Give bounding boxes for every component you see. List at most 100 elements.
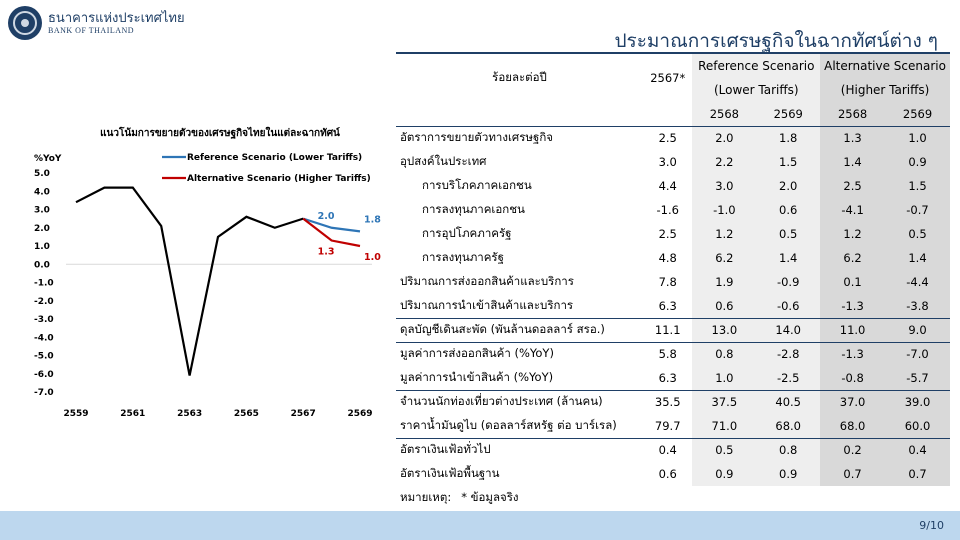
value-ref-2569: 0.6 [756,198,821,222]
value-alt-2569: -5.7 [885,366,950,390]
value-ref-2569: -0.6 [756,294,821,318]
logo-english-text: BANK OF THAILAND [48,26,135,35]
table-header-row-2: (Lower Tariffs) (Higher Tariffs) [396,78,950,102]
y-axis-label: %YoY [34,154,62,164]
chart-title: แนวโน้มการขยายตัวของเศรษฐกิจไทยในแต่ละฉา… [100,128,340,139]
value-ref-2568: 0.9 [692,462,757,486]
row-label: การลงทุนภาครัฐ [422,250,504,264]
note-text: * ข้อมูลจริง [461,490,519,504]
row-label: อุปสงค์ในประเทศ [400,154,487,168]
table-row: ราคาน้ำมันดูไบ (ดอลลาร์สหรัฐ ต่อ บาร์เรล… [396,414,950,438]
value-alt-2569: -3.8 [885,294,950,318]
value-alt-2568: 1.3 [820,125,886,150]
row-label: ปริมาณการนำเข้าสินค้าและบริการ [400,297,574,312]
y-tick-label: -1.0 [34,279,54,289]
table-row: อัตราเงินเฟ้อทั่วไป 0.4 0.5 0.8 0.2 0.4 [396,437,950,462]
value-2567: 3.0 [658,155,677,169]
x-tick-label: 2569 [347,409,372,419]
value-2567: 6.3 [658,298,677,313]
table-header-row-3: 2568 2569 2568 2569 [396,102,950,126]
ref-year-2569: 2569 [756,102,821,126]
growth-chart: %YoY 5.0 4.0 3.0 2.0 1.0 0.0 -1.0 -2.0 -3.0 -4.0 -5… [34,153,381,419]
table-row: การบริโภคภาคเอกชน 4.4 3.0 2.0 2.5 1.5 [396,174,950,198]
page-title: ประมาณการเศรษฐกิจในฉากทัศน์ต่าง ๆ [614,30,938,52]
value-ref-2569: 2.0 [756,174,821,198]
row-header-label: ร้อยละต่อปี [492,70,547,84]
x-tick-label: 2559 [63,409,88,419]
value-ref-2569: 1.8 [756,125,821,150]
table-row: อัตราการขยายตัวทางเศรษฐกิจ 2.5 2.0 1.8 1.3 1.… [396,125,950,150]
alt-year-2569: 2569 [885,102,950,126]
value-alt-2569: -4.4 [885,270,950,294]
y-tick-label: -6.0 [34,370,54,380]
value-2567: -1.6 [656,203,679,217]
value-alt-2569: 0.7 [885,462,950,486]
value-2567: 4.8 [658,251,677,265]
alt-scenario-subheader: (Higher Tariffs) [820,78,950,102]
data-label: 1.3 [318,247,335,258]
value-alt-2568: 1.4 [820,150,886,174]
value-alt-2568: 0.2 [820,437,886,462]
x-tick-label: 2565 [234,409,259,419]
table-row: การลงทุนภาครัฐ 4.8 6.2 1.4 6.2 1.4 [396,246,950,270]
y-tick-label: 1.0 [34,242,50,252]
value-alt-2569: 1.4 [885,246,950,270]
value-ref-2568: 37.5 [692,389,757,414]
value-2567: 6.3 [658,370,677,385]
table-row: อัตราเงินเฟ้อพื้นฐาน 0.6 0.9 0.9 0.7 0.7 [396,462,950,486]
value-alt-2568: 11.0 [820,317,886,342]
value-alt-2569: -7.0 [885,341,950,366]
value-alt-2569: 1.5 [885,174,950,198]
y-tick-label: -7.0 [34,388,54,398]
value-alt-2569: 0.9 [885,150,950,174]
alternative-series-line [302,217,361,248]
value-alt-2569: 1.0 [885,125,950,150]
value-alt-2569: 39.0 [885,389,950,414]
alt-year-2568: 2568 [820,102,886,126]
value-ref-2569: 0.8 [756,437,821,462]
value-ref-2568: 0.8 [692,341,757,366]
row-label: ดุลบัญชีเดินสะพัด (พันล้านดอลลาร์ สรอ.) [396,317,644,342]
table-row: มูลค่าการนำเข้าสินค้า (%YoY) 6.3 1.0 -2.5 -0… [396,366,950,390]
alt-scenario-header: Alternative Scenario [820,54,950,78]
value-alt-2569: 0.5 [885,222,950,246]
table-row: อุปสงค์ในประเทศ 3.0 2.2 1.5 1.4 0.9 [396,150,950,174]
value-alt-2568: -1.3 [820,341,886,366]
value-2567: 35.5 [643,389,693,414]
value-2567: 0.6 [658,467,677,481]
row-label: มูลค่าการส่งออกสินค้า (%YoY) [396,341,644,366]
value-ref-2569: 1.5 [756,150,821,174]
value-ref-2568: 13.0 [692,317,757,342]
page-number: 9/10 [919,519,944,532]
data-label: 1.0 [364,252,381,263]
legend-entry: Reference Scenario (Lower Tariffs) [187,153,362,163]
value-ref-2568: 1.2 [692,222,757,246]
table-row: การลงทุนภาคเอกชน -1.6 -1.0 0.6 -4.1 -0.7 [396,198,950,222]
value-2567: 11.1 [643,317,693,342]
value-ref-2568: 1.9 [692,270,757,294]
y-tick-label: -3.0 [34,315,54,325]
value-ref-2569: -0.9 [756,270,821,294]
row-label: การบริโภคภาคเอกชน [422,178,532,192]
value-2567: 4.4 [658,179,677,193]
x-tick-label: 2563 [177,409,202,419]
x-tick-label: 2561 [120,409,145,419]
value-alt-2568: 2.5 [820,174,886,198]
value-2567: 0.4 [643,437,693,462]
forecast-table: ร้อยละต่อปี 2567* Reference Scenario Alt… [396,54,950,510]
table-row: ปริมาณการส่งออกสินค้าและบริการ 7.8 1.9 -0.9… [396,270,950,294]
row-label: ปริมาณการส่งออกสินค้าและบริการ [400,274,574,288]
value-ref-2569: -2.8 [756,341,821,366]
value-alt-2568: 0.1 [820,270,886,294]
bot-logo: ธนาคารแห่งประเทศไทย BANK OF THAILAND [8,6,185,40]
table-header-row-1: ร้อยละต่อปี 2567* Reference Scenario Alt… [396,54,950,85]
value-ref-2569: 0.5 [756,222,821,246]
note-row: หมายเหตุ: * ข้อมูลจริง [396,486,950,510]
y-tick-label: -4.0 [34,333,54,343]
value-ref-2569: 0.9 [756,462,821,486]
value-ref-2568: 6.2 [692,246,757,270]
value-2567: 5.8 [643,341,693,366]
value-2567: 2.5 [658,227,677,241]
value-2567: 2.5 [643,125,693,150]
value-alt-2569: 0.4 [885,437,950,462]
